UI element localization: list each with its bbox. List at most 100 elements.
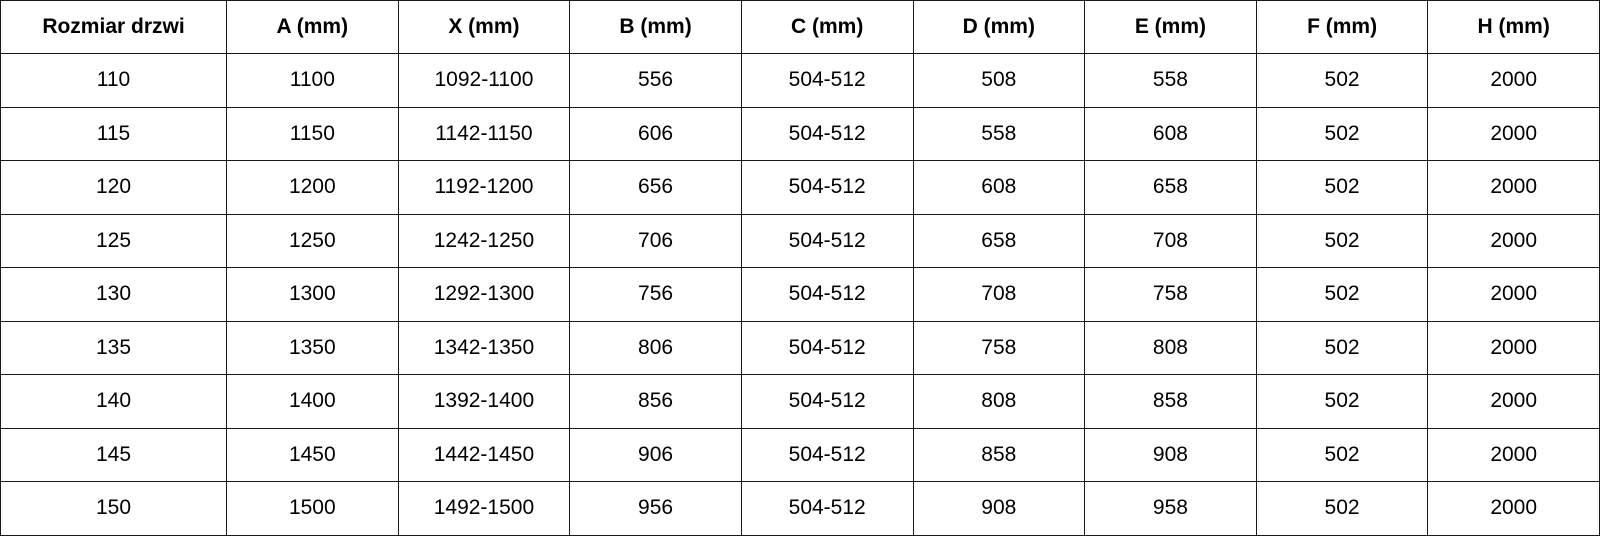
table-cell: 504-512 [740,160,914,215]
table-row: 110 1100 1092-1100 556 504-512 508 558 502 2000 [0,53,1600,108]
table-cell: 958 [1084,481,1257,536]
table-cell: 2000 [1427,106,1600,161]
table-cell: 2000 [1427,160,1600,215]
table-cell: 658 [912,213,1086,268]
table-cell: 1242-1250 [397,213,571,268]
column-header: A (mm) [226,0,399,54]
table-cell: 502 [1255,53,1429,108]
table-cell: 906 [569,427,742,482]
table-cell: 1350 [226,320,399,375]
table-cell: 1292-1300 [397,267,571,322]
table-cell: 1500 [226,481,399,536]
table-cell: 140 [0,374,227,429]
table-cell: 502 [1255,320,1429,375]
table-cell: 706 [569,213,742,268]
table-cell: 808 [912,374,1086,429]
table-cell: 1100 [226,53,399,108]
table-cell: 110 [0,53,227,108]
table-cell: 1150 [226,106,399,161]
table-cell: 858 [912,427,1086,482]
table-cell: 502 [1255,374,1429,429]
table-cell: 145 [0,427,227,482]
table-cell: 130 [0,267,227,322]
table-cell: 758 [912,320,1086,375]
header-row: Rozmiar drzwi A (mm) X (mm) B (mm) C (mm) D (… [0,0,1600,54]
table-cell: 1092-1100 [397,53,571,108]
table-cell: 556 [569,53,742,108]
table-cell: 502 [1255,160,1429,215]
table-cell: 808 [1084,320,1257,375]
table-cell: 504-512 [740,427,914,482]
table-cell: 956 [569,481,742,536]
table-row: 135 1350 1342-1350 806 504-512 758 808 502 2000 [0,320,1600,375]
column-header: D (mm) [912,0,1086,54]
table-cell: 558 [1084,53,1257,108]
table-cell: 856 [569,374,742,429]
table-cell: 1250 [226,213,399,268]
table-cell: 608 [1084,106,1257,161]
table-cell: 606 [569,106,742,161]
table-cell: 756 [569,267,742,322]
table-cell: 658 [1084,160,1257,215]
table-cell: 504-512 [740,53,914,108]
table-cell: 1342-1350 [397,320,571,375]
table-cell: 758 [1084,267,1257,322]
table-cell: 125 [0,213,227,268]
column-header: X (mm) [397,0,571,54]
table-row: 145 1450 1442-1450 906 504-512 858 908 502 2000 [0,427,1600,482]
column-header: C (mm) [740,0,914,54]
table-cell: 2000 [1427,267,1600,322]
column-header: Rozmiar drzwi [0,0,227,54]
table-cell: 806 [569,320,742,375]
table-cell: 504-512 [740,106,914,161]
table-cell: 115 [0,106,227,161]
table-row: 120 1200 1192-1200 656 504-512 608 658 502 2000 [0,160,1600,215]
table-cell: 502 [1255,213,1429,268]
table-cell: 2000 [1427,374,1600,429]
table-row: 115 1150 1142-1150 606 504-512 558 608 502 2000 [0,106,1600,161]
table-cell: 508 [912,53,1086,108]
table-cell: 135 [0,320,227,375]
table-cell: 858 [1084,374,1257,429]
table-cell: 502 [1255,427,1429,482]
table-cell: 1200 [226,160,399,215]
table-cell: 1442-1450 [397,427,571,482]
table-row: 130 1300 1292-1300 756 504-512 708 758 502 2000 [0,267,1600,322]
table-cell: 1450 [226,427,399,482]
table-cell: 502 [1255,106,1429,161]
table-cell: 504-512 [740,374,914,429]
table-row: 125 1250 1242-1250 706 504-512 658 708 502 2000 [0,213,1600,268]
table-cell: 2000 [1427,213,1600,268]
table-cell: 2000 [1427,53,1600,108]
table-row: 140 1400 1392-1400 856 504-512 808 858 502 2000 [0,374,1600,429]
table-cell: 2000 [1427,481,1600,536]
table-cell: 2000 [1427,427,1600,482]
table-cell: 1492-1500 [397,481,571,536]
table-cell: 2000 [1427,320,1600,375]
table-cell: 1142-1150 [397,106,571,161]
table-cell: 504-512 [740,320,914,375]
column-header: F (mm) [1255,0,1429,54]
table-cell: 1300 [226,267,399,322]
table-cell: 120 [0,160,227,215]
table-cell: 708 [1084,213,1257,268]
table-cell: 608 [912,160,1086,215]
table-cell: 504-512 [740,213,914,268]
table-cell: 908 [912,481,1086,536]
table-row: 150 1500 1492-1500 956 504-512 908 958 502 2000 [0,481,1600,536]
column-header: E (mm) [1084,0,1257,54]
table-cell: 558 [912,106,1086,161]
table-cell: 1400 [226,374,399,429]
table-cell: 1392-1400 [397,374,571,429]
table-cell: 708 [912,267,1086,322]
table-cell: 502 [1255,481,1429,536]
column-header: B (mm) [569,0,742,54]
table-cell: 656 [569,160,742,215]
table-cell: 504-512 [740,481,914,536]
table-cell: 1192-1200 [397,160,571,215]
table-cell: 150 [0,481,227,536]
table-cell: 502 [1255,267,1429,322]
table-cell: 504-512 [740,267,914,322]
table-cell: 908 [1084,427,1257,482]
